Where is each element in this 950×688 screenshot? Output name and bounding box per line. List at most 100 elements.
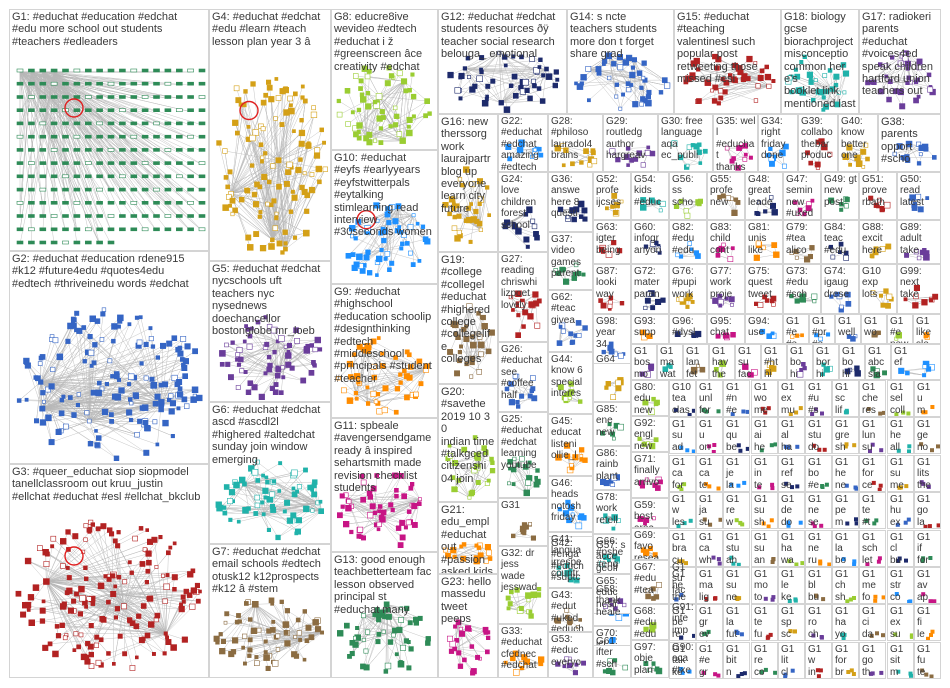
node xyxy=(275,647,281,652)
node xyxy=(621,92,626,97)
edge xyxy=(40,381,172,412)
node xyxy=(137,418,143,424)
edge xyxy=(285,112,287,250)
node xyxy=(737,68,744,76)
edge xyxy=(263,490,280,515)
node xyxy=(74,310,80,316)
node xyxy=(260,155,265,160)
edge xyxy=(123,536,161,607)
node xyxy=(73,631,79,637)
edge xyxy=(42,71,168,99)
node xyxy=(407,224,414,230)
node xyxy=(41,399,46,404)
node xyxy=(279,122,285,128)
node xyxy=(398,372,403,377)
edge xyxy=(42,593,114,611)
node xyxy=(375,255,383,263)
node xyxy=(266,366,273,373)
node xyxy=(155,442,160,447)
node xyxy=(251,600,259,608)
edge xyxy=(41,324,130,409)
node xyxy=(516,313,521,318)
node xyxy=(379,109,385,115)
edge xyxy=(89,317,141,422)
node xyxy=(162,381,168,388)
cluster-network-g10 xyxy=(345,202,431,277)
self-loop-marker xyxy=(64,546,84,566)
node xyxy=(87,441,94,447)
cluster-g25: G25: #educhat #edchat learning youtube xyxy=(498,412,548,498)
node xyxy=(447,635,453,642)
self-loop-marker xyxy=(64,98,84,118)
node xyxy=(48,383,55,390)
cluster-label: G37: video games parent xyxy=(551,234,582,280)
edge xyxy=(355,392,417,395)
node xyxy=(28,134,35,139)
node xyxy=(479,55,485,61)
node xyxy=(753,60,758,65)
node xyxy=(176,214,183,218)
node xyxy=(727,73,733,78)
self-loop-marker xyxy=(239,100,259,121)
cluster-g26: G26: #educhat see #coffee half xyxy=(498,342,548,412)
node xyxy=(308,186,316,194)
node xyxy=(376,632,382,637)
node xyxy=(222,148,228,154)
edge xyxy=(347,488,374,501)
cluster-g14: G14: s ncte teachers students more don t… xyxy=(567,9,674,114)
node xyxy=(314,152,321,159)
node xyxy=(121,603,127,610)
edge xyxy=(123,598,151,607)
node xyxy=(376,521,382,527)
node xyxy=(586,98,591,103)
node xyxy=(107,227,115,232)
cluster-label: G30: free language aqa ec_publi xyxy=(661,116,703,162)
edge xyxy=(40,320,98,383)
edge xyxy=(46,581,92,667)
edge xyxy=(62,606,124,626)
cluster-label: G3: #queer_educhat siop siopmodel tanell… xyxy=(12,466,201,503)
edge xyxy=(479,187,488,224)
cluster-label: G11: spbeale #avengersendgame ready â in… xyxy=(334,420,432,495)
node xyxy=(595,66,602,73)
node xyxy=(62,227,69,232)
node xyxy=(356,380,361,385)
edge xyxy=(412,484,421,500)
node xyxy=(107,187,115,192)
edge xyxy=(367,387,369,404)
node xyxy=(52,650,59,658)
node xyxy=(98,637,104,643)
node xyxy=(363,664,370,671)
node xyxy=(177,350,184,357)
node xyxy=(96,95,103,99)
edge xyxy=(363,99,367,139)
node xyxy=(458,626,463,631)
cluster-label: G10: #educhat #eyfs #earlyyears #eyfstwi… xyxy=(334,152,432,239)
node xyxy=(375,93,383,100)
node xyxy=(252,201,260,208)
node xyxy=(162,651,167,656)
edge xyxy=(123,606,125,654)
node xyxy=(39,187,47,192)
node xyxy=(110,591,117,598)
node xyxy=(184,343,191,350)
node xyxy=(160,342,167,349)
node xyxy=(350,252,356,257)
node xyxy=(269,504,276,510)
node xyxy=(73,227,81,232)
edge xyxy=(260,212,273,240)
edge xyxy=(40,336,53,383)
edge xyxy=(115,586,166,634)
node xyxy=(216,140,222,146)
edge xyxy=(351,213,388,230)
node xyxy=(380,509,387,516)
node xyxy=(28,68,35,73)
node xyxy=(269,627,276,633)
node xyxy=(464,625,472,632)
node xyxy=(369,503,376,510)
cluster-g2: G2: #educhat #education rdene915 #k12 #f… xyxy=(9,251,209,464)
edge xyxy=(70,397,162,405)
node xyxy=(165,635,169,640)
node xyxy=(258,142,264,147)
edge xyxy=(162,575,166,634)
